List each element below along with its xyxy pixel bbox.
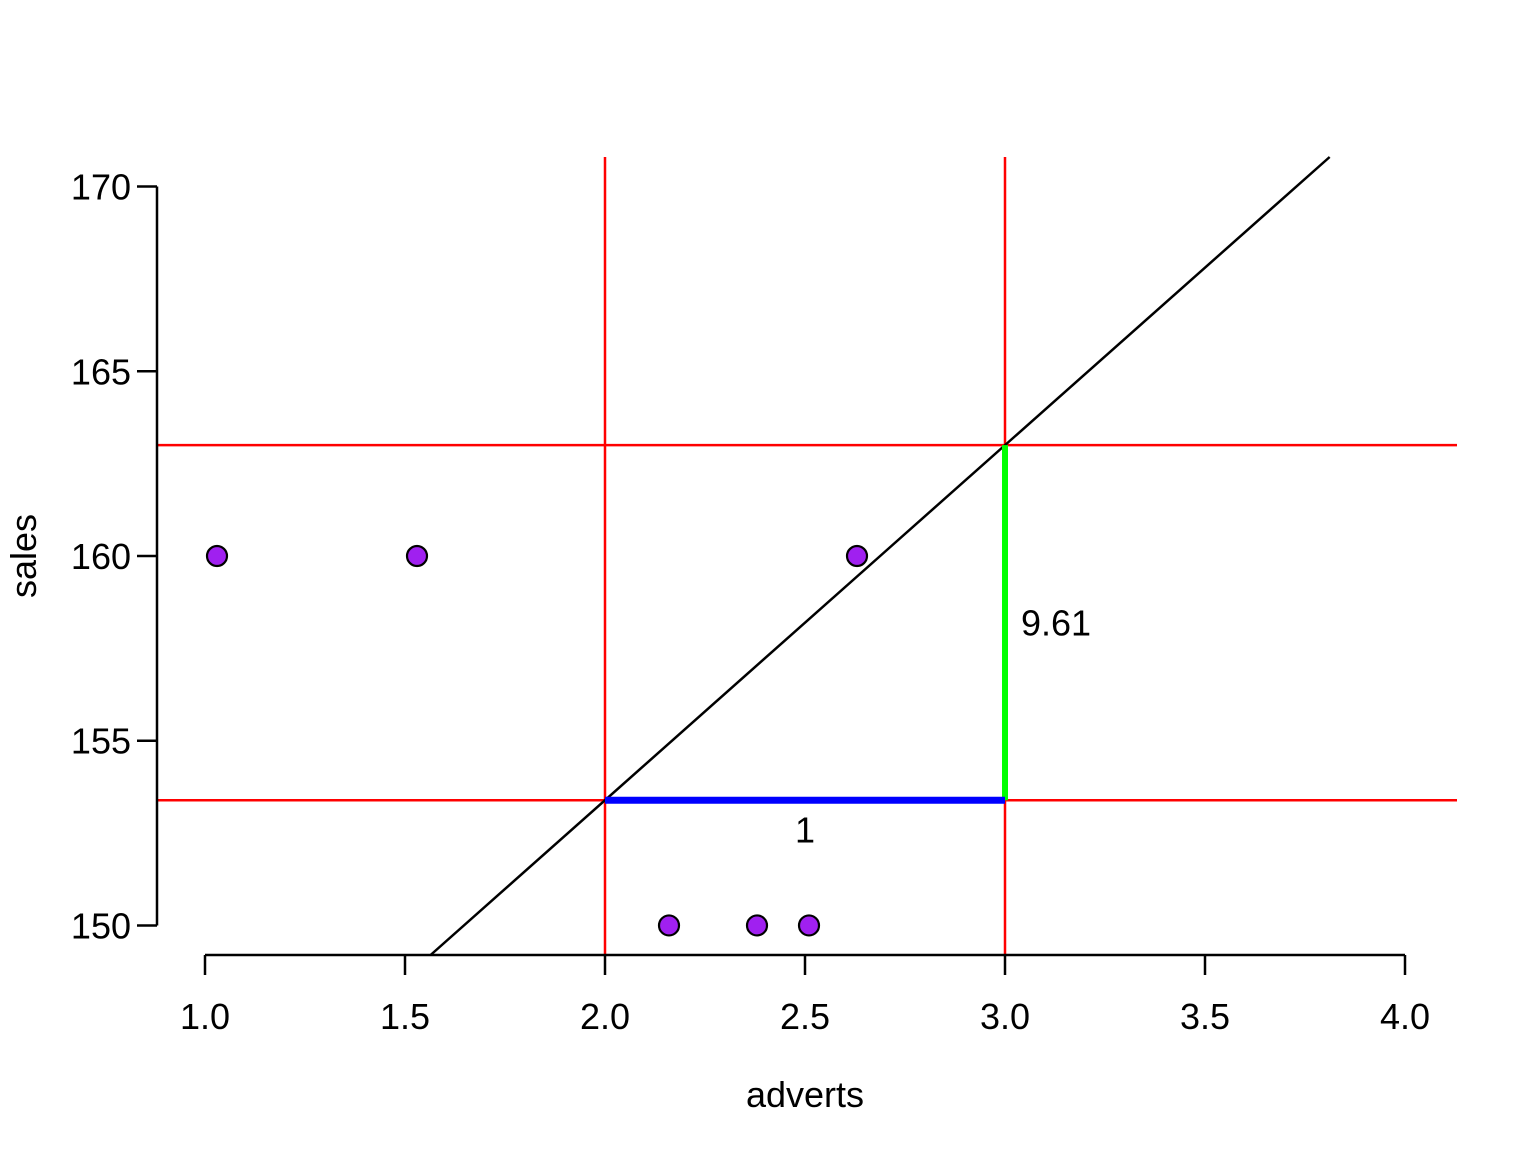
data-point xyxy=(657,914,681,937)
x-tick-label: 2.5 xyxy=(780,996,830,1037)
data-point xyxy=(745,914,769,937)
y-axis-title: sales xyxy=(3,514,44,598)
regression-line xyxy=(429,156,1331,956)
x-tick-label: 1.5 xyxy=(380,996,430,1037)
x-tick-label: 4.0 xyxy=(1380,996,1430,1037)
data-point xyxy=(845,544,869,568)
y-tick-label: 155 xyxy=(71,721,131,762)
x-tick-label: 3.0 xyxy=(980,996,1030,1037)
x-tick-label: 3.5 xyxy=(1180,996,1230,1037)
data-point xyxy=(405,544,429,568)
x-tick-label: 2.0 xyxy=(580,996,630,1037)
y-tick-label: 170 xyxy=(71,167,131,208)
y-tick-label: 165 xyxy=(71,351,131,392)
x-tick-label: 1.0 xyxy=(180,996,230,1037)
x-axis-title: adverts xyxy=(746,1074,864,1115)
rise-annotation: 9.61 xyxy=(1021,603,1091,644)
data-point xyxy=(205,544,229,568)
data-point xyxy=(797,914,821,937)
y-tick-label: 150 xyxy=(71,905,131,946)
run-annotation: 1 xyxy=(795,809,815,850)
y-tick-label: 160 xyxy=(71,536,131,577)
